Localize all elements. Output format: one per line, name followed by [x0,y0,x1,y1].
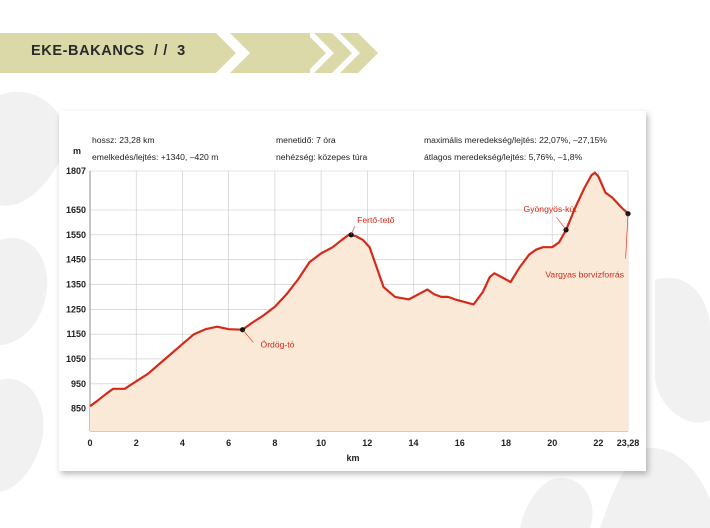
x-tick-label: 23,28 [617,438,640,448]
y-tick-label: 1050 [66,354,86,364]
y-tick-label: 1250 [66,304,86,314]
info-walk-time: menetidő: 7 óra [276,135,336,145]
x-tick-label: 22 [593,438,603,448]
info-elevation-change: emelkedés/lejtés: +1340, –420 m [92,152,218,162]
marker-leader [625,213,629,259]
marker-label: Fertő-tető [357,215,394,225]
y-tick-label: 1350 [66,279,86,289]
x-tick-label: 20 [547,438,557,448]
page-title: EKE-BAKANCS / / 3 [31,43,186,59]
info-avg-grade: átlagos meredekség/lejtés: 5,76%, –1,8% [424,152,582,162]
x-tick-label: 8 [272,438,277,448]
marker-label: Gyöngyös-kút [524,204,578,214]
marker-dot [563,227,569,233]
chevron-arrows-icon [216,33,378,73]
marker: Ördög-tó [239,327,295,350]
y-tick-label: 1650 [66,205,86,215]
marker-leader [242,329,254,343]
markers: Ördög-tó Fertő-tető Gyöngyös-kút Vargyas bo… [239,204,631,350]
elevation-area [90,172,628,431]
x-tick-label: 6 [226,438,231,448]
info-difficulty: nehézség: közepes túra [276,152,367,162]
y-tick-label: 1550 [66,230,86,240]
marker: Vargyas borvízforrás [545,211,631,280]
x-tick-label: 18 [501,438,511,448]
x-tick-label: 10 [316,438,326,448]
y-tick-label: 1807 [66,166,86,176]
y-tick-label: 1450 [66,255,86,265]
info-length: hossz: 23,28 km [92,135,155,145]
marker-label: Ördög-tó [261,340,295,350]
marker: Fertő-tető [348,215,395,238]
marker-leader [350,226,356,235]
elevation-line [89,171,629,408]
x-tick-label: 14 [409,438,419,448]
x-tick-label: 12 [362,438,372,448]
y-tick-label: 850 [71,404,86,414]
marker-leader [556,217,567,231]
x-tick-label: 4 [180,438,185,448]
x-axis-label: km [346,453,359,463]
marker-label: Vargyas borvízforrás [545,270,624,280]
x-ticks: 0 2 4 6 8 10 12 14 16 18 20 22 23,28 [87,438,639,448]
x-tick-label: 0 [87,438,92,448]
y-axis-label: m [73,146,81,156]
marker: Gyöngyös-kút [524,204,578,233]
x-tick-label: 2 [134,438,139,448]
info-max-grade: maximális meredekség/lejtés: 22,07%, –27… [424,135,607,145]
y-tick-label: 1150 [66,329,86,339]
x-tick-label: 16 [455,438,465,448]
y-tick-label: 950 [71,379,86,389]
elevation-chart: hossz: 23,28 km emelkedés/lejtés: +1340,… [66,135,639,463]
y-ticks: 850 950 1050 1150 1250 1350 1450 1550 1650 1807 [66,166,86,414]
